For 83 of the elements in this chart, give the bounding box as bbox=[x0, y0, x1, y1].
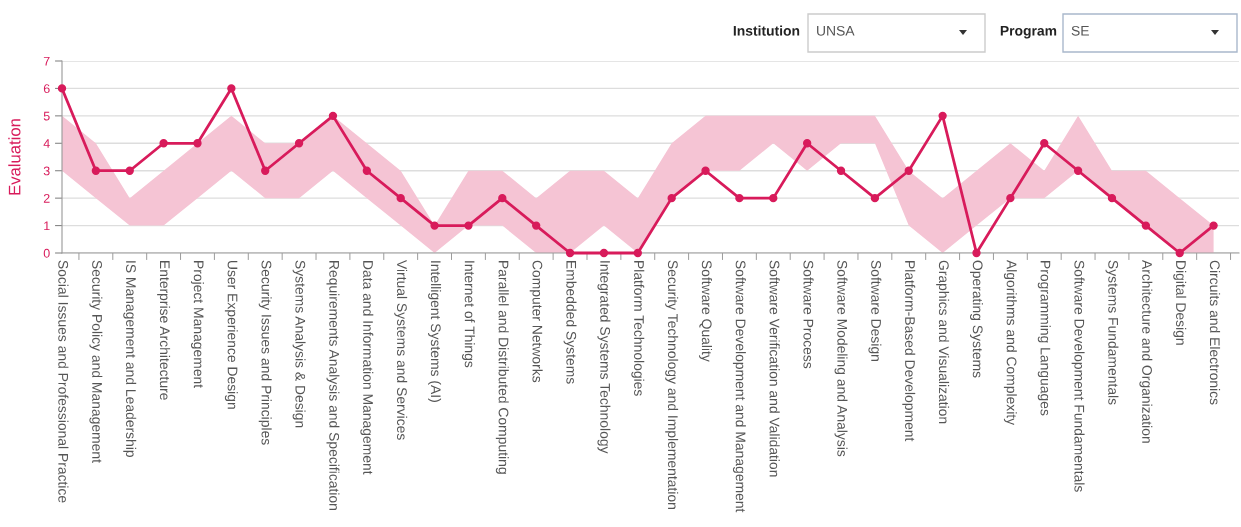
point bbox=[193, 139, 202, 148]
x-tick-label: Systems Analysis & Design bbox=[292, 260, 306, 428]
point bbox=[227, 84, 236, 93]
y-tick-label: 2 bbox=[43, 193, 50, 203]
x-tick-label: Platform-Based Development bbox=[902, 261, 916, 442]
point bbox=[599, 248, 609, 258]
x-tick-label: Platform Technologies bbox=[631, 261, 645, 396]
x-tick-label: Software Process bbox=[803, 260, 814, 369]
point bbox=[938, 111, 947, 121]
x-tick-label: Data and Information Management bbox=[360, 261, 374, 475]
x-tick-label: Software Verification and Validation bbox=[769, 260, 780, 477]
point bbox=[904, 166, 913, 175]
x-tick-label: IS Management and Leadership bbox=[123, 261, 137, 458]
text: UNSA bbox=[817, 25, 855, 36]
y-tick-label: 6 bbox=[43, 84, 50, 94]
y-tick-label: 7 bbox=[43, 56, 50, 66]
point bbox=[430, 221, 439, 230]
x-tick-label: Embedded Systems bbox=[563, 261, 577, 384]
point bbox=[735, 193, 744, 203]
point bbox=[328, 111, 338, 121]
x-tick-label: Enterprise Architecture bbox=[157, 261, 171, 400]
x-tick-label: Security Policy and Management bbox=[89, 260, 103, 463]
point bbox=[972, 248, 981, 258]
point bbox=[802, 139, 812, 148]
point bbox=[667, 193, 676, 203]
point bbox=[1107, 193, 1117, 203]
x-tick-label: Graphics and Visualization bbox=[936, 260, 950, 424]
point bbox=[633, 248, 642, 258]
point bbox=[57, 84, 67, 93]
point bbox=[1073, 166, 1083, 175]
x-tick-label: Computer Networks bbox=[529, 260, 543, 383]
y-tick-label: 4 bbox=[43, 139, 50, 148]
point bbox=[1040, 139, 1049, 148]
x-tick-label: Requirements Analysis and Specification bbox=[326, 261, 340, 510]
point bbox=[1141, 221, 1151, 230]
x-tick-label: Systems Fundamentals bbox=[1105, 260, 1119, 405]
x-tick-label: Software Quality bbox=[699, 260, 713, 362]
point bbox=[1175, 248, 1184, 258]
x-tick-label: Software Development and Management bbox=[732, 260, 746, 513]
x-tick-label: Programming Languages bbox=[1037, 261, 1051, 416]
point bbox=[294, 139, 304, 148]
x-tick-label: Algorithms and Complexity bbox=[1003, 259, 1017, 426]
x-tick-label: Integrated Systems Technology bbox=[597, 261, 611, 454]
point bbox=[125, 166, 134, 175]
x-tick-label: Parallel and Distributed Computing bbox=[495, 261, 509, 474]
point bbox=[362, 166, 372, 175]
x-tick-label: Intelligent Systems (AI) bbox=[428, 261, 442, 402]
point bbox=[261, 166, 270, 175]
point bbox=[769, 193, 778, 203]
x-tick-label: User Experience Design bbox=[224, 261, 238, 409]
text: SE bbox=[1071, 25, 1089, 36]
point bbox=[870, 193, 880, 203]
x-tick-label: Security Technology and Implementation bbox=[665, 260, 679, 509]
x-tick-label: Social Issues and Professional Practice bbox=[58, 260, 69, 503]
y-tick-label: 1 bbox=[44, 221, 50, 231]
y-axis-title: Evaluation bbox=[8, 119, 21, 195]
y-tick-label: 3 bbox=[43, 166, 50, 176]
point bbox=[532, 221, 541, 230]
x-tick-label: Security Issues and Principles bbox=[258, 260, 272, 445]
text: Institution bbox=[733, 25, 800, 36]
x-tick-label: Virtual Systems and Services bbox=[394, 260, 408, 440]
point bbox=[565, 248, 575, 258]
point bbox=[836, 166, 846, 175]
x-tick-label: Software Modeling and Analysis bbox=[834, 260, 848, 457]
x-tick-label: Architecture and Organization bbox=[1139, 259, 1153, 443]
point bbox=[701, 166, 710, 175]
point bbox=[159, 139, 168, 148]
x-tick-label: Project Management bbox=[191, 261, 204, 388]
x-tick-label: Software Development Fundamentals bbox=[1071, 260, 1085, 492]
point bbox=[91, 166, 101, 175]
x-tick-label: Software Design bbox=[868, 260, 882, 361]
x-tick-label: Circuits and Electronics bbox=[1209, 260, 1221, 405]
text: Program bbox=[1000, 25, 1057, 39]
point bbox=[464, 221, 473, 230]
point bbox=[1006, 193, 1015, 203]
point bbox=[498, 193, 507, 203]
x-tick-label: Digital Design bbox=[1173, 261, 1187, 345]
point bbox=[396, 193, 405, 203]
y-tick-label: 0 bbox=[43, 248, 50, 258]
x-tick-label: Internet of Things bbox=[461, 261, 475, 368]
x-tick-label: Operating Systems bbox=[970, 260, 983, 378]
point bbox=[1209, 221, 1218, 230]
y-tick-label: 5 bbox=[43, 111, 50, 121]
